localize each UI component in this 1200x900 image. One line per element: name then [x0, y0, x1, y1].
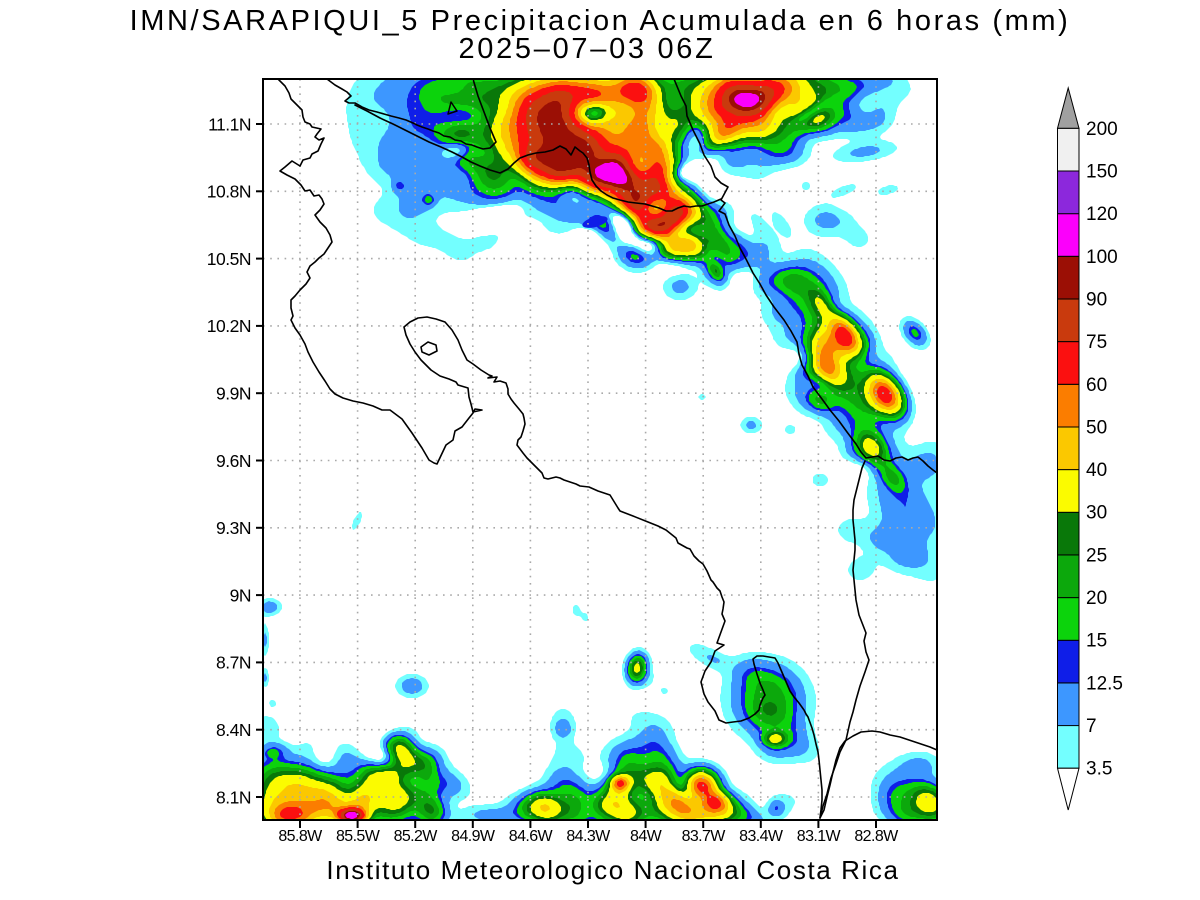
svg-text:83.4W: 83.4W	[739, 828, 784, 845]
svg-text:90: 90	[1086, 289, 1107, 310]
svg-text:10.8N: 10.8N	[207, 182, 251, 202]
svg-text:85.2W: 85.2W	[394, 828, 439, 845]
svg-text:9.9N: 9.9N	[216, 384, 251, 404]
svg-text:10.5N: 10.5N	[207, 249, 251, 269]
svg-text:3.5: 3.5	[1086, 759, 1112, 780]
svg-text:120: 120	[1086, 204, 1118, 225]
svg-text:7: 7	[1086, 716, 1097, 737]
svg-text:9.3N: 9.3N	[216, 518, 251, 538]
svg-text:50: 50	[1086, 417, 1107, 438]
svg-text:8.4N: 8.4N	[216, 720, 251, 740]
svg-text:8.7N: 8.7N	[216, 653, 251, 673]
svg-text:150: 150	[1086, 162, 1118, 183]
svg-text:84.3W: 84.3W	[566, 828, 611, 845]
svg-text:25: 25	[1086, 545, 1107, 566]
svg-text:75: 75	[1086, 332, 1107, 353]
svg-text:20: 20	[1086, 588, 1107, 609]
svg-text:12.5: 12.5	[1086, 673, 1123, 694]
svg-text:9.6N: 9.6N	[216, 451, 251, 471]
svg-text:83.7W: 83.7W	[682, 828, 727, 845]
svg-text:83.1W: 83.1W	[797, 828, 842, 845]
svg-text:85.8W: 85.8W	[278, 828, 323, 845]
svg-text:10.2N: 10.2N	[207, 316, 251, 336]
svg-text:8.1N: 8.1N	[216, 787, 251, 807]
svg-text:85.5W: 85.5W	[336, 828, 381, 845]
svg-text:200: 200	[1086, 119, 1118, 140]
svg-text:60: 60	[1086, 375, 1107, 396]
svg-text:30: 30	[1086, 503, 1107, 524]
svg-text:40: 40	[1086, 460, 1107, 481]
svg-text:100: 100	[1086, 247, 1118, 268]
svg-text:84W: 84W	[630, 828, 663, 845]
svg-text:84.6W: 84.6W	[509, 828, 554, 845]
svg-text:15: 15	[1086, 631, 1107, 652]
svg-text:9N: 9N	[230, 585, 251, 605]
svg-text:11.1N: 11.1N	[208, 114, 251, 134]
svg-text:84.9W: 84.9W	[451, 828, 496, 845]
svg-text:82.8W: 82.8W	[854, 828, 899, 845]
